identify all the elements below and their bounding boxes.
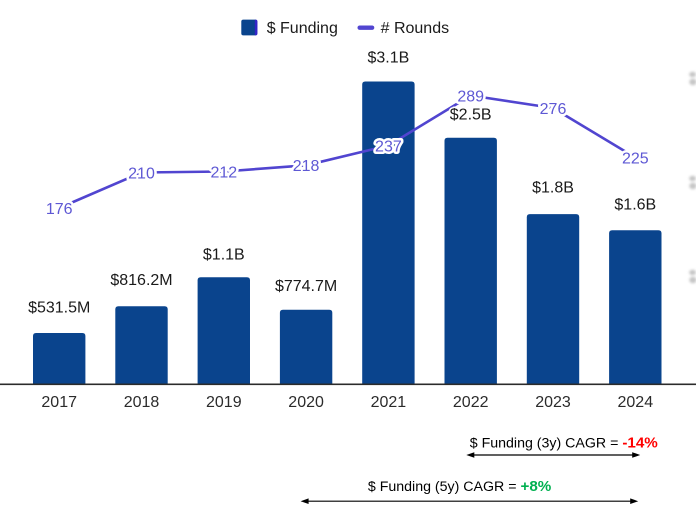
- svg-text:212: 212: [210, 164, 237, 181]
- svg-text:2023: 2023: [535, 394, 571, 411]
- svg-text:276: 276: [540, 101, 567, 118]
- svg-text:$ Funding (5y) CAGR = +8%: $ Funding (5y) CAGR = +8%: [368, 478, 552, 495]
- svg-text:237: 237: [375, 139, 402, 156]
- svg-text:2019: 2019: [206, 394, 242, 411]
- svg-text:2022: 2022: [453, 394, 489, 411]
- svg-text:218: 218: [293, 158, 320, 175]
- svg-text:2024: 2024: [618, 394, 654, 411]
- svg-text:$816.2M: $816.2M: [110, 272, 172, 289]
- svg-text:# Rounds: # Rounds: [381, 20, 450, 37]
- svg-text:$774.7M: $774.7M: [275, 278, 337, 295]
- svg-text:2017: 2017: [41, 394, 77, 411]
- svg-text:2021: 2021: [371, 394, 407, 411]
- svg-text:$2.5B: $2.5B: [450, 106, 492, 123]
- svg-text:$1.8B: $1.8B: [532, 180, 574, 197]
- svg-text:$1.1B: $1.1B: [203, 246, 245, 263]
- svg-text:$ Funding (3y) CAGR = -14%: $ Funding (3y) CAGR = -14%: [470, 435, 659, 452]
- svg-text:$531.5M: $531.5M: [28, 300, 90, 317]
- svg-text:$3.1B: $3.1B: [367, 49, 409, 66]
- svg-text:289: 289: [457, 88, 484, 105]
- svg-text:$1.6B: $1.6B: [614, 196, 656, 213]
- svg-text:2020: 2020: [288, 394, 324, 411]
- svg-text:210: 210: [128, 165, 155, 182]
- svg-text:225: 225: [622, 150, 649, 167]
- svg-text:2018: 2018: [124, 394, 160, 411]
- svg-text:$ Funding: $ Funding: [267, 20, 338, 37]
- svg-text:176: 176: [46, 201, 73, 218]
